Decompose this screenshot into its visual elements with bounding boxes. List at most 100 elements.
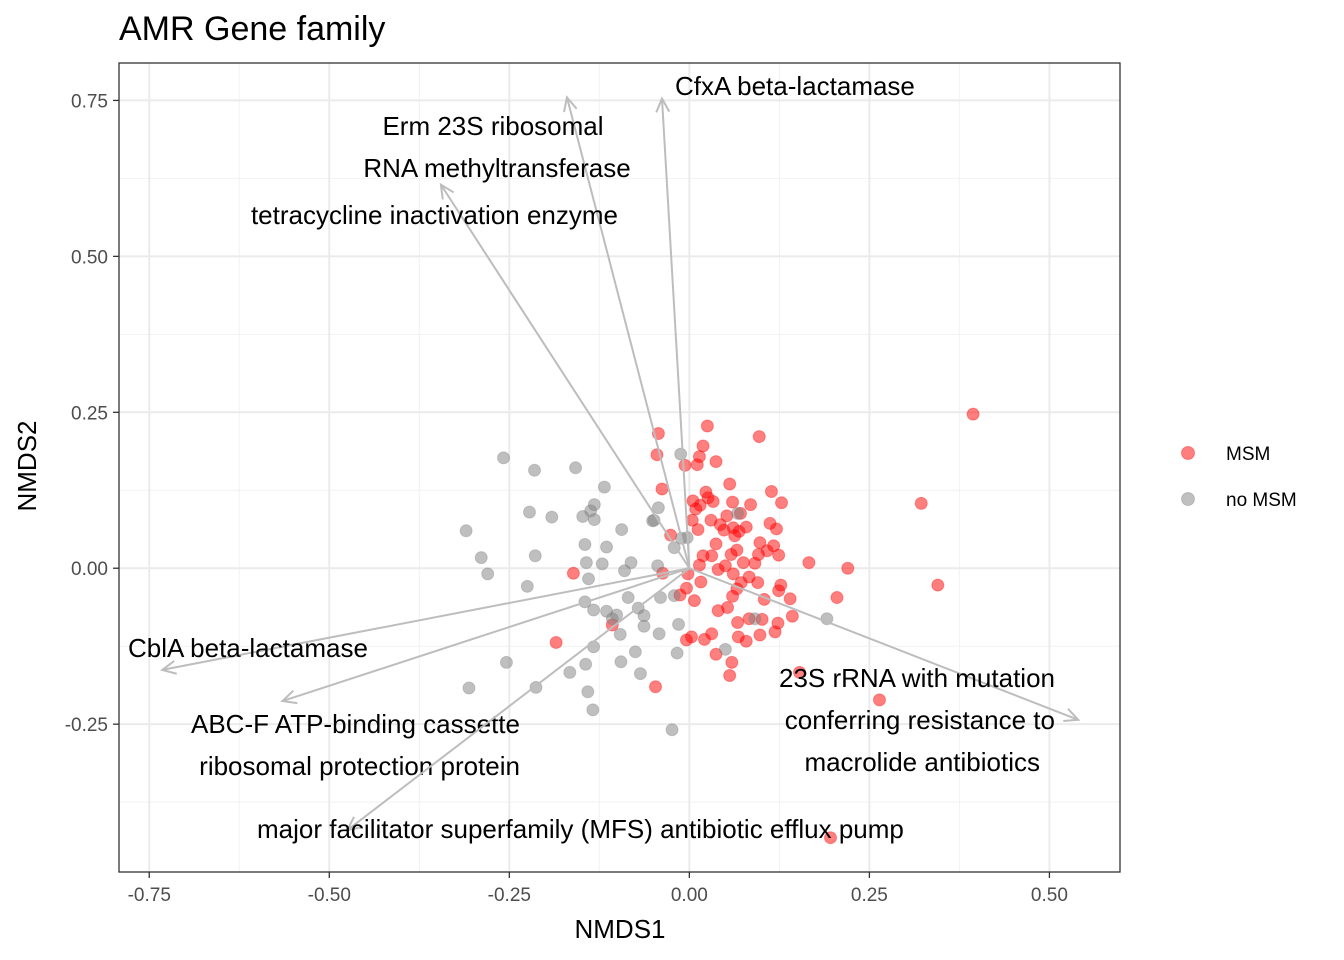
data-point [528, 463, 542, 477]
data-point [649, 680, 663, 694]
legend-item-msm: MSM [1181, 444, 1270, 465]
data-point [578, 538, 592, 552]
legend-label: MSM [1226, 444, 1270, 465]
data-point [566, 566, 580, 580]
data-point [670, 646, 684, 660]
data-point [597, 480, 611, 494]
vector-arrow-line [440, 184, 691, 569]
data-point [576, 509, 590, 523]
data-point [753, 536, 767, 550]
data-point [728, 529, 742, 543]
data-point [700, 419, 714, 433]
data-point [723, 669, 737, 683]
data-point [587, 513, 601, 527]
data-point [764, 485, 778, 499]
data-point [711, 562, 725, 576]
x-axis: -0.75 -0.50 -0.25 0.00 0.25 0.50 [128, 872, 1068, 906]
legend-label: no MSM [1226, 490, 1297, 511]
data-point [655, 482, 669, 496]
data-point [739, 520, 753, 534]
data-point [678, 458, 692, 472]
vector-label: conferring resistance to [785, 705, 1055, 735]
vector-label: ribosomal protection protein [199, 751, 520, 781]
data-point [618, 564, 632, 578]
data-point [610, 608, 624, 622]
data-point [600, 540, 614, 554]
data-point [725, 655, 739, 669]
data-point [474, 551, 488, 565]
data-point [614, 655, 628, 669]
x-tick-label: -0.25 [488, 885, 531, 906]
data-point [785, 609, 799, 623]
data-point [742, 570, 756, 584]
data-point [721, 601, 735, 615]
vector-1: CfxA beta-lactamase [655, 71, 915, 569]
data-point [696, 549, 710, 563]
vector-label: RNA methyltransferase [363, 153, 630, 183]
x-tick-label: -0.50 [308, 885, 351, 906]
data-point [694, 575, 708, 589]
legend-key [1181, 446, 1195, 460]
data-point [624, 556, 638, 570]
data-point [652, 627, 666, 641]
data-point [522, 505, 536, 519]
data-point [459, 524, 473, 538]
data-point [581, 685, 595, 699]
vector-label: Erm 23S ribosomal [382, 111, 603, 141]
vector-arrow-head [439, 182, 455, 200]
vector-arrow-line [660, 98, 691, 569]
data-point [769, 522, 783, 536]
y-tick-label: 0.00 [71, 559, 108, 580]
vector-arrow-line [162, 567, 690, 671]
vector-label: CfxA beta-lactamase [675, 71, 915, 101]
data-point [672, 617, 686, 631]
data-point [824, 831, 838, 845]
data-point [528, 549, 542, 563]
vector-arrow-line [688, 567, 1079, 721]
chart-title: AMR Gene family [119, 10, 385, 48]
data-point [730, 543, 744, 557]
data-point [587, 603, 601, 617]
vector-5: ABC-F ATP-binding cassette ribosomal prot… [191, 567, 690, 781]
vector-arrow-head [1063, 708, 1081, 722]
data-point [931, 578, 945, 592]
data-point [772, 584, 786, 598]
y-tick-label: 0.75 [71, 91, 108, 112]
vector-6: 23S rRNA with mutation conferring resista… [688, 567, 1081, 777]
data-point [736, 556, 750, 570]
vector-arrow-head [280, 689, 298, 705]
data-point [709, 455, 723, 469]
series-no-msm [459, 447, 834, 737]
data-point [841, 561, 855, 575]
data-point [752, 430, 766, 444]
x-tick-label: -0.75 [128, 885, 171, 906]
data-point [726, 495, 740, 509]
data-point [872, 693, 886, 707]
x-tick-label: 0.00 [671, 885, 708, 906]
data-point [830, 591, 844, 605]
data-point [772, 548, 786, 562]
vector-label: CblA beta-lactamase [128, 633, 368, 663]
data-point [701, 491, 715, 505]
vector-arrow-head [563, 95, 578, 113]
vector-arrow-line [565, 97, 691, 569]
data-point [731, 616, 745, 630]
panel-border [118, 62, 1121, 873]
vector-4: CblA beta-lactamase [128, 567, 690, 675]
data-point [726, 567, 740, 581]
data-point [579, 556, 593, 570]
data-point [751, 576, 765, 590]
data-point [685, 513, 699, 527]
vector-3: tetracycline inactivation enzyme [251, 182, 691, 569]
data-point [651, 559, 665, 573]
vector-arrow-line [282, 567, 690, 703]
x-tick-label: 0.50 [1031, 885, 1068, 906]
data-point [691, 523, 705, 537]
vector-arrow-head [345, 816, 363, 832]
y-tick-label: 0.25 [71, 403, 108, 424]
data-point [966, 407, 980, 421]
data-point [615, 523, 629, 537]
data-point [731, 506, 745, 520]
data-point [731, 630, 745, 644]
